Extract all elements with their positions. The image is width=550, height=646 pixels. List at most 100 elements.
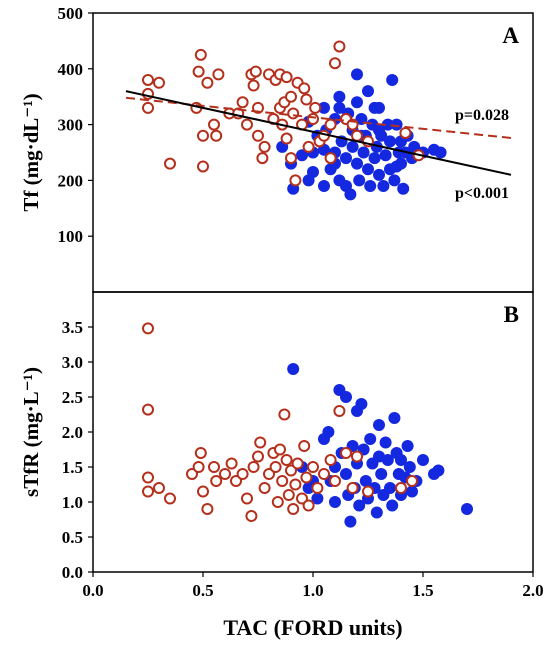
data-point-open	[271, 496, 284, 508]
x-tick-label: 0.0	[82, 581, 103, 600]
data-point-open	[346, 482, 359, 494]
data-point-filled	[370, 506, 383, 519]
data-point-filled	[353, 174, 366, 187]
data-point-filled	[368, 152, 381, 165]
data-point-open	[142, 101, 154, 114]
data-point-filled	[390, 160, 403, 173]
panel-a: 100 200 300 400 500 Tf (mg·dL⁻¹) Ap=0.028 p<0.0…	[19, 4, 534, 293]
y-tick-label: 3.0	[62, 353, 83, 372]
data-point-open	[333, 40, 346, 53]
data-point-open	[219, 468, 231, 480]
data-point-open	[210, 129, 223, 142]
data-point-open	[247, 79, 260, 92]
data-point-open	[278, 408, 291, 421]
data-point-open	[307, 113, 319, 126]
data-point-filled	[381, 454, 394, 466]
data-point-filled	[287, 363, 300, 375]
data-point-filled	[395, 454, 407, 466]
data-point-filled	[381, 118, 394, 131]
x-axis-label: TAC (FORD units)	[223, 615, 402, 640]
data-point-open	[247, 461, 260, 473]
data-point-filled	[344, 515, 357, 528]
data-point-open	[333, 405, 346, 417]
data-point-filled	[296, 149, 308, 162]
data-point-open	[324, 152, 337, 165]
data-point-filled	[362, 85, 374, 98]
data-point-open	[201, 76, 214, 89]
data-point-open	[406, 475, 418, 487]
data-point-filled	[384, 482, 396, 494]
data-point-open	[142, 471, 154, 484]
data-point-open	[351, 129, 363, 142]
y-tick-label: 200	[58, 171, 84, 190]
data-point-open	[164, 157, 176, 170]
data-point-open	[249, 65, 262, 78]
data-point-open	[142, 485, 154, 498]
data-point-open	[212, 68, 225, 81]
x-tick-label: 1.5	[412, 581, 433, 600]
y-tick-label: 3.5	[62, 318, 83, 337]
data-point-filled	[318, 179, 330, 192]
data-point-open	[164, 492, 176, 505]
data-point-open	[302, 140, 315, 153]
data-point-filled	[318, 101, 330, 114]
data-point-open	[269, 461, 282, 473]
fit-line-solid	[125, 90, 512, 176]
data-point-filled	[379, 436, 392, 449]
data-point-filled	[368, 101, 381, 114]
data-point-filled	[373, 168, 385, 181]
data-point-open	[192, 461, 205, 473]
y-tick-label: 1.5	[62, 458, 83, 477]
data-point-open	[258, 140, 271, 153]
data-point-filled	[377, 179, 390, 192]
x-tick-label: 2.0	[522, 581, 543, 600]
data-point-open	[340, 447, 352, 459]
data-point-filled	[386, 499, 399, 512]
data-point-filled	[370, 140, 383, 153]
data-point-open	[280, 71, 293, 84]
y-tick-label: 0.5	[62, 528, 83, 547]
data-point-filled	[373, 419, 385, 431]
y-axis-label: Tf (mg·dL⁻¹)	[19, 93, 43, 211]
data-point-open	[208, 461, 220, 473]
data-point-open	[285, 90, 297, 103]
data-point-filled	[388, 412, 401, 424]
data-point-filled	[357, 146, 370, 159]
data-point-open	[254, 436, 267, 449]
fit-p-value-label: p<0.001	[455, 185, 509, 202]
data-point-open	[285, 464, 297, 477]
data-point-filled	[346, 140, 359, 153]
data-point-filled	[388, 174, 401, 187]
data-point-filled	[333, 90, 346, 103]
data-point-filled	[353, 499, 366, 512]
data-point-open	[291, 457, 304, 470]
data-point-filled	[311, 492, 324, 505]
data-point-open	[300, 93, 313, 106]
panel-label: A	[502, 23, 519, 48]
data-point-filled	[432, 464, 445, 477]
data-point-open	[236, 96, 249, 109]
fit-p-value-label: p=0.028	[455, 107, 509, 124]
data-point-open	[300, 471, 313, 484]
y-tick-label: 1.0	[62, 493, 83, 512]
data-point-filled	[384, 135, 396, 148]
y-tick-label: 2.5	[62, 388, 83, 407]
data-point-filled	[434, 146, 447, 159]
y-axis-label: sTfR (mg·L⁻¹)	[19, 367, 43, 497]
x-tick-label: 1.0	[302, 581, 323, 600]
data-point-open	[142, 73, 154, 86]
data-point-open	[309, 101, 322, 114]
data-point-open	[210, 475, 223, 487]
data-point-open	[302, 499, 315, 512]
data-point-open	[263, 468, 275, 480]
data-point-filled	[386, 73, 399, 86]
data-point-open	[318, 468, 330, 480]
data-point-open	[197, 485, 209, 498]
y-tick-label: 0.0	[62, 563, 83, 582]
data-point-filled	[417, 454, 429, 466]
data-point-filled	[351, 68, 363, 81]
data-point-filled	[340, 391, 352, 403]
y-tick-label: 300	[58, 116, 84, 135]
data-point-filled	[340, 468, 352, 480]
data-point-open	[241, 118, 253, 131]
